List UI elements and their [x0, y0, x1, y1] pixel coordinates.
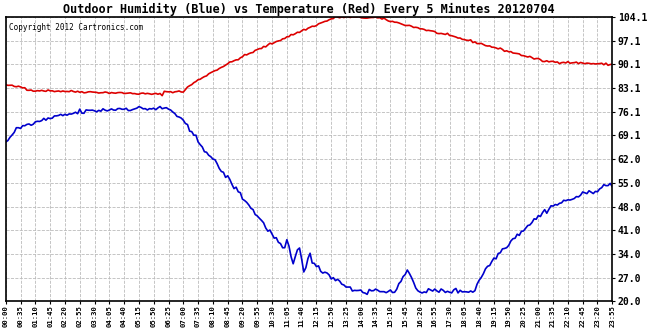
Title: Outdoor Humidity (Blue) vs Temperature (Red) Every 5 Minutes 20120704: Outdoor Humidity (Blue) vs Temperature (… [63, 3, 555, 16]
Text: Copyright 2012 Cartronics.com: Copyright 2012 Cartronics.com [9, 23, 143, 32]
